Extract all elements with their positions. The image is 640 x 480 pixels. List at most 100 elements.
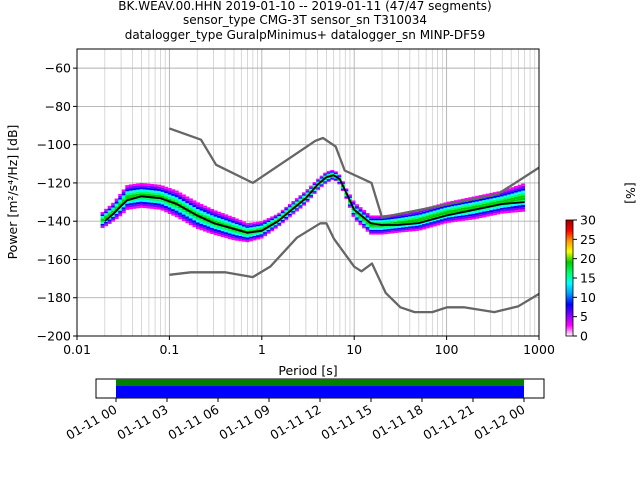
density-cell (379, 229, 384, 232)
density-cell (259, 227, 264, 229)
density-cell (485, 208, 490, 211)
density-cell (302, 202, 306, 204)
density-cell (206, 209, 211, 212)
density-cell (443, 218, 448, 220)
density-cell (192, 220, 197, 223)
density-cell (111, 218, 116, 221)
density-cell (517, 198, 522, 201)
density-cell (294, 210, 299, 212)
density-cell (351, 200, 356, 202)
density-cell (231, 232, 236, 235)
density-cell (259, 228, 264, 230)
density-cell (323, 176, 328, 178)
density-cell (305, 192, 310, 194)
density-cell (436, 218, 441, 221)
density-cell (128, 188, 133, 191)
density-cell (468, 212, 473, 215)
density-cell (157, 188, 162, 191)
density-cell (468, 216, 473, 219)
density-cell (319, 177, 324, 179)
density-cell (171, 206, 176, 210)
density-cell (457, 208, 462, 211)
density-cell (210, 227, 215, 230)
density-cell (234, 227, 239, 230)
density-cell (376, 218, 381, 221)
density-cell (174, 194, 179, 198)
density-cell (266, 220, 271, 222)
y-tick-label: −180 (37, 290, 71, 305)
density-cell (291, 211, 296, 213)
density-cell (390, 215, 395, 218)
density-cell (443, 202, 448, 205)
density-cell (206, 213, 211, 216)
density-cell (231, 218, 236, 221)
density-cell (316, 188, 321, 190)
density-cell (256, 229, 261, 231)
density-cell (333, 172, 338, 174)
density-cell (475, 195, 480, 198)
density-cell (139, 189, 144, 192)
density-cell (256, 237, 261, 240)
density-cell (316, 181, 321, 183)
density-cell (376, 228, 381, 230)
density-cell (167, 192, 172, 195)
density-cell (284, 207, 289, 210)
density-cell (160, 185, 165, 188)
density-cell (171, 195, 176, 199)
density-cell (284, 212, 289, 214)
density-cell (284, 209, 289, 211)
density-cell (114, 207, 119, 209)
density-cell (457, 199, 462, 202)
density-cell (337, 182, 342, 184)
density-cell (422, 222, 427, 225)
density-cell (369, 217, 374, 219)
density-cell (457, 203, 462, 205)
density-cell (323, 179, 328, 181)
density-cell (174, 208, 179, 211)
density-cell (478, 216, 483, 219)
density-cell (210, 213, 215, 216)
density-cell (135, 185, 140, 188)
density-cell (330, 172, 335, 174)
density-cell (220, 233, 225, 236)
density-cell (475, 213, 480, 215)
density-cell (146, 206, 151, 209)
density-cell (454, 220, 458, 222)
density-cell (125, 207, 130, 210)
density-cell (224, 234, 229, 237)
density-cell (263, 234, 268, 237)
density-cell (425, 212, 430, 215)
density-cell (302, 201, 306, 203)
mode-line (104, 174, 525, 234)
density-cell (429, 220, 434, 223)
density-cell (379, 232, 384, 235)
colorbar-tick-label: 30 (580, 213, 596, 228)
density-cell (439, 222, 444, 225)
density-cell (210, 215, 215, 218)
x-axis: 0.01 0.1 1 10 100 1000 (63, 336, 555, 357)
density-cell (330, 170, 335, 172)
density-cell (464, 212, 469, 215)
density-cell (510, 195, 515, 198)
density-cell (436, 223, 441, 226)
density-cell (408, 214, 412, 217)
density-cell (351, 210, 356, 212)
density-cell (100, 211, 105, 214)
density-cell (213, 231, 218, 234)
density-cell (439, 220, 444, 223)
density-cell (464, 214, 469, 217)
density-cell (153, 207, 158, 210)
density-cell (153, 198, 158, 201)
density-cell (340, 190, 345, 192)
density-cell (365, 223, 370, 226)
density-cell (203, 216, 208, 219)
density-cell (517, 202, 522, 206)
density-cell (104, 217, 109, 219)
density-cell (418, 219, 423, 222)
density-cell (485, 214, 490, 217)
density-cell (312, 184, 317, 186)
density-cell (393, 229, 398, 232)
density-cell (319, 178, 324, 180)
density-cell (485, 210, 490, 213)
